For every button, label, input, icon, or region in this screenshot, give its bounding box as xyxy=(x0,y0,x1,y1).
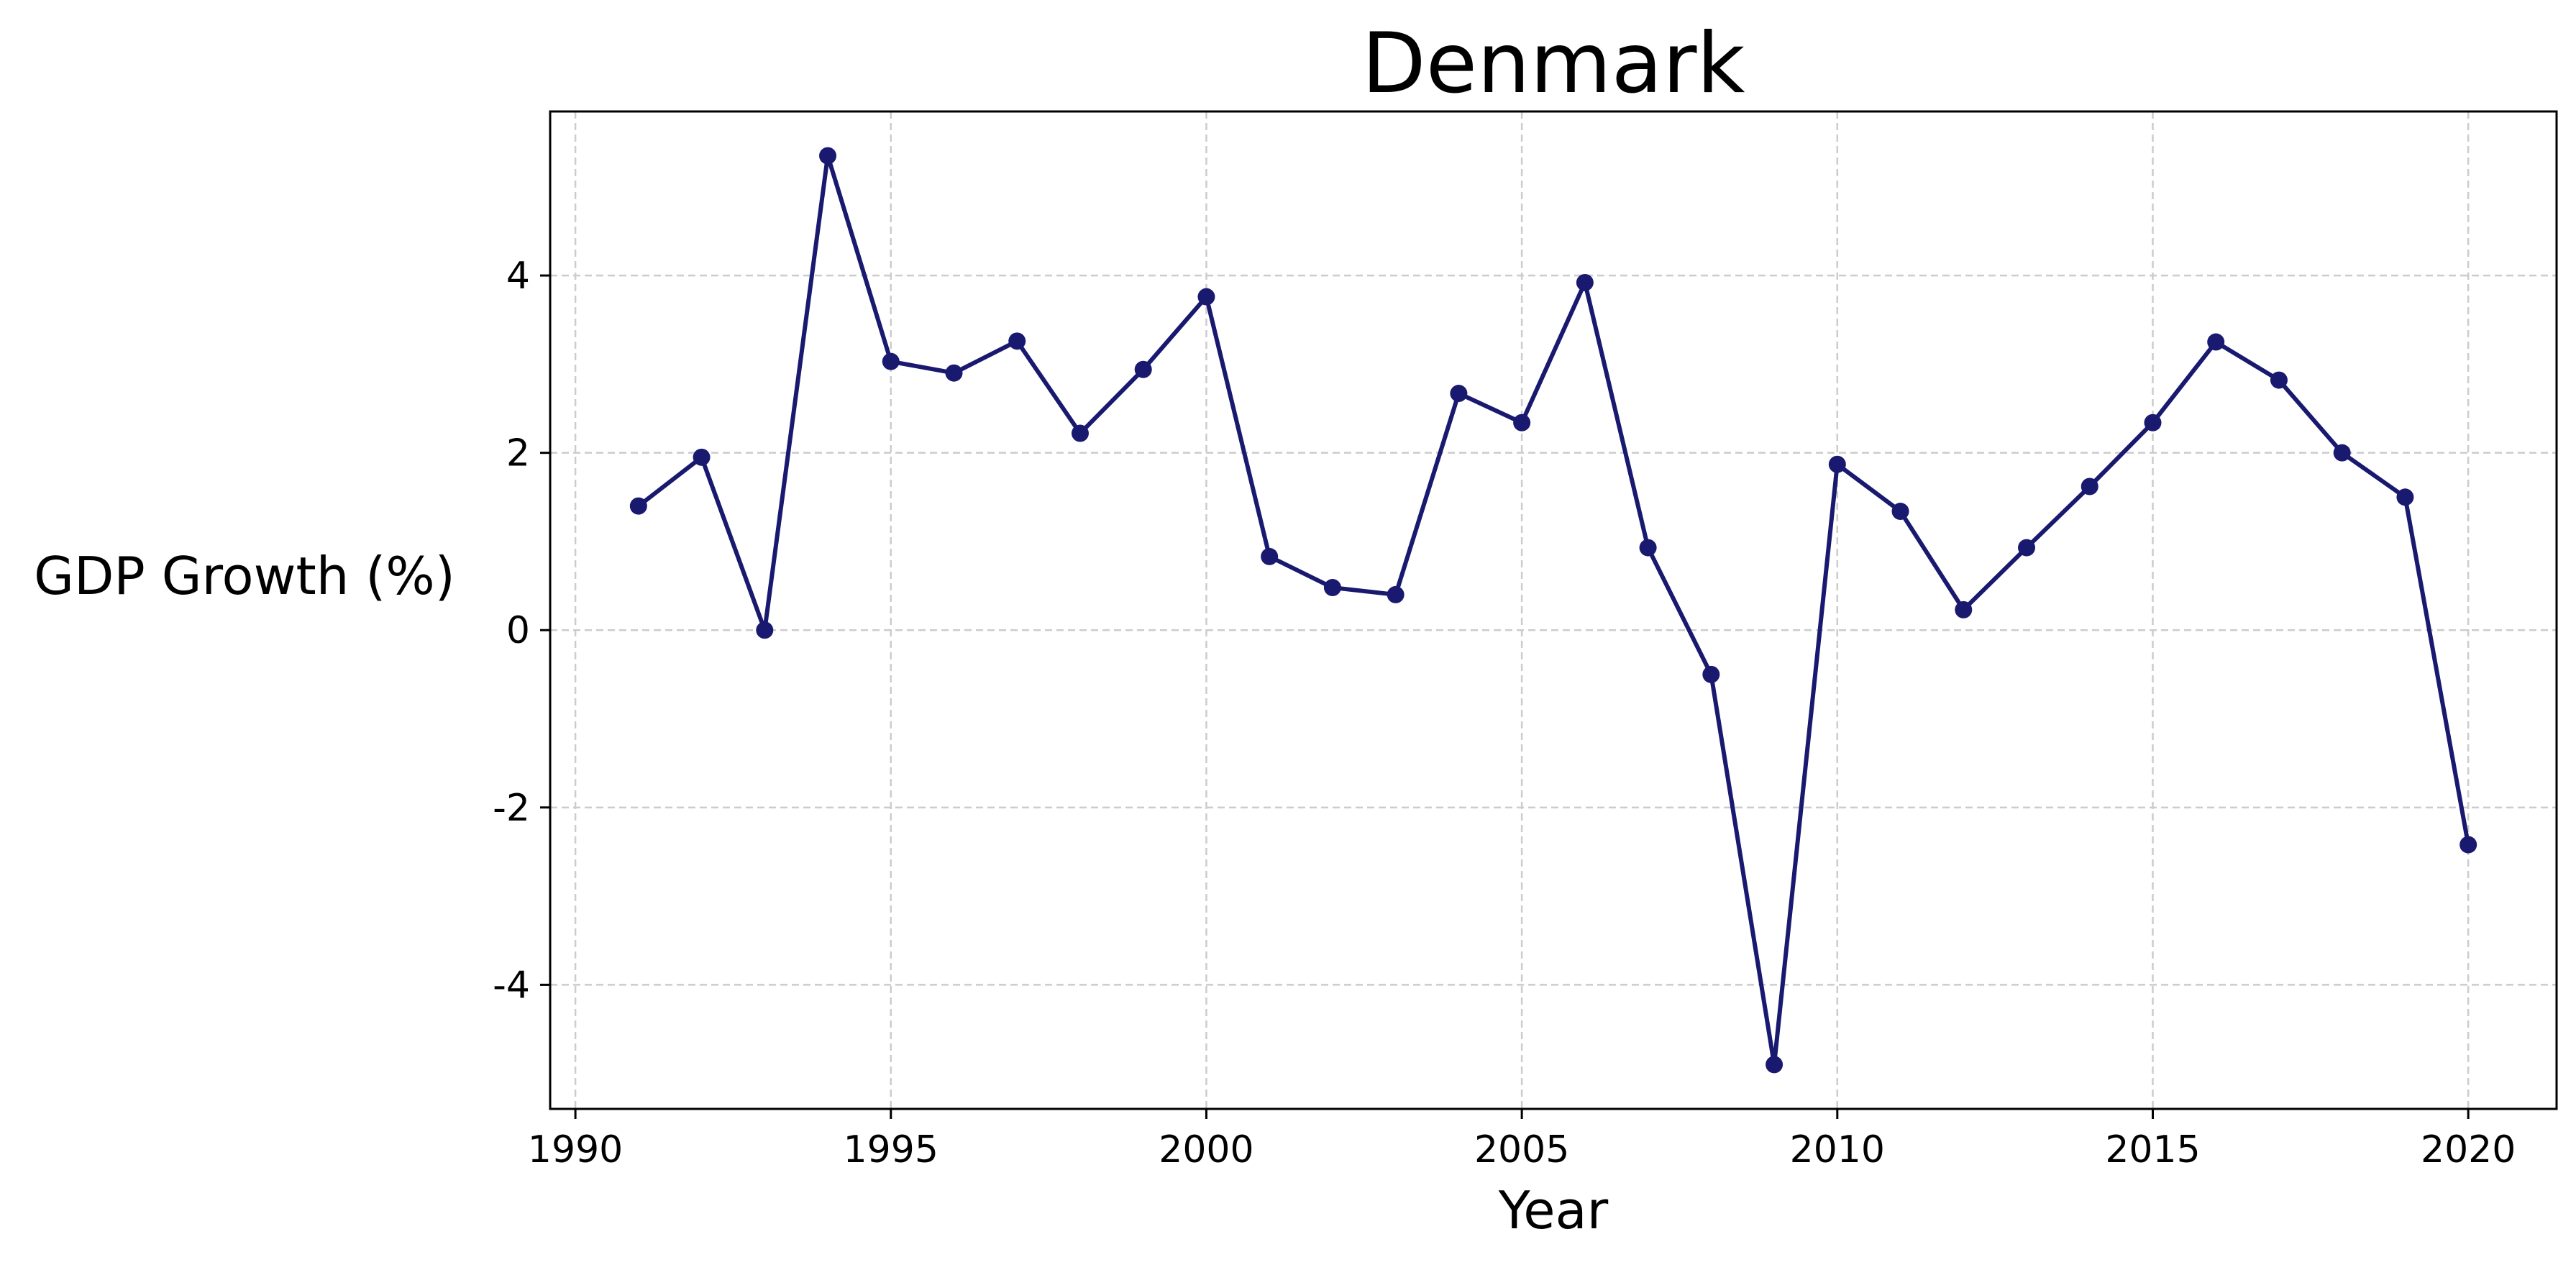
data-point xyxy=(1197,288,1215,306)
data-point xyxy=(1071,424,1089,442)
y-tick-label: -2 xyxy=(493,787,530,830)
y-tick-label: -4 xyxy=(493,964,530,1007)
data-point xyxy=(819,147,837,165)
grid xyxy=(550,111,2557,1109)
x-tick-label: 2020 xyxy=(2421,1128,2516,1171)
data-point xyxy=(1323,579,1341,597)
data-point xyxy=(1639,539,1657,557)
data-point xyxy=(1828,455,1846,473)
x-tick-label: 2005 xyxy=(1474,1128,1569,1171)
series-line xyxy=(636,153,2471,1067)
x-tick-label: 2015 xyxy=(2105,1128,2200,1171)
data-point xyxy=(693,448,711,466)
x-tick-label: 2010 xyxy=(1790,1128,1885,1171)
chart-title: Denmark xyxy=(1361,15,1745,112)
data-point xyxy=(2207,333,2225,351)
data-point xyxy=(1576,273,1594,291)
data-point xyxy=(2270,371,2288,389)
y-tick-label: 0 xyxy=(506,609,530,652)
x-tick-label: 2000 xyxy=(1159,1128,1253,1171)
data-point xyxy=(1955,600,1973,618)
data-point xyxy=(2333,444,2351,462)
data-point xyxy=(2396,488,2414,506)
data-point xyxy=(1134,360,1152,378)
data-point xyxy=(1891,503,1909,521)
x-tick-label: 1995 xyxy=(844,1128,938,1171)
ticks: 1990 1995 2000 2005 2010 2015 2020 -4 -2 0 2 4 xyxy=(493,255,2516,1171)
x-axis-label: Year xyxy=(1498,1180,1609,1241)
data-point xyxy=(2144,414,2162,431)
data-point xyxy=(1387,585,1405,603)
data-point xyxy=(1261,547,1279,565)
data-point xyxy=(2459,836,2477,854)
data-point xyxy=(1008,332,1026,350)
series-group xyxy=(629,147,2477,1074)
data-point xyxy=(1702,665,1720,683)
data-point xyxy=(1513,414,1531,431)
data-point xyxy=(945,364,963,382)
y-tick-label: 2 xyxy=(506,432,530,475)
y-tick-label: 4 xyxy=(506,255,530,298)
x-tick-label: 1990 xyxy=(528,1128,623,1171)
data-point xyxy=(2018,539,2036,557)
data-point xyxy=(629,497,647,515)
data-point xyxy=(882,352,900,370)
data-point xyxy=(2081,478,2098,495)
plot-frame xyxy=(549,110,2558,1110)
data-point xyxy=(1766,1056,1783,1074)
y-axis-label: GDP Growth (%) xyxy=(34,546,455,606)
data-point xyxy=(756,621,774,639)
data-point xyxy=(1450,385,1468,403)
